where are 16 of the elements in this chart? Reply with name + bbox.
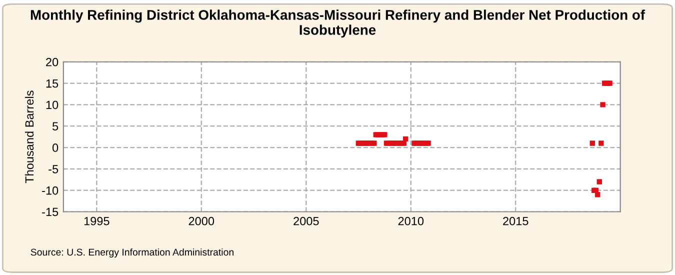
chart-title: Monthly Refining District Oklahoma-Kansas-Missouri Refinery and Blender Net Production of Isobutylene: [30, 10, 646, 38]
y-tick-label: -5: [48, 165, 58, 174]
y-tick-label: 10: [46, 100, 58, 110]
y-tick-label: 5: [52, 122, 58, 130]
source-note: Source: U.S. Energy Information Administration: [30, 248, 234, 258]
y-tick-label: 20: [46, 58, 58, 66]
y-axis-title: Thousand Barrels: [24, 90, 34, 184]
y-tick-label: -10: [42, 186, 58, 195]
y-tick-label: 0: [52, 144, 58, 152]
y-tick-label: 15: [46, 79, 58, 88]
x-tick-label: 2005: [294, 216, 319, 226]
x-tick-label: 1995: [84, 216, 110, 226]
x-tick-label: 2010: [398, 216, 424, 226]
x-tick-label: 2015: [503, 216, 528, 226]
y-tick-label: -15: [42, 208, 58, 216]
x-tick-label: 2000: [188, 216, 214, 226]
